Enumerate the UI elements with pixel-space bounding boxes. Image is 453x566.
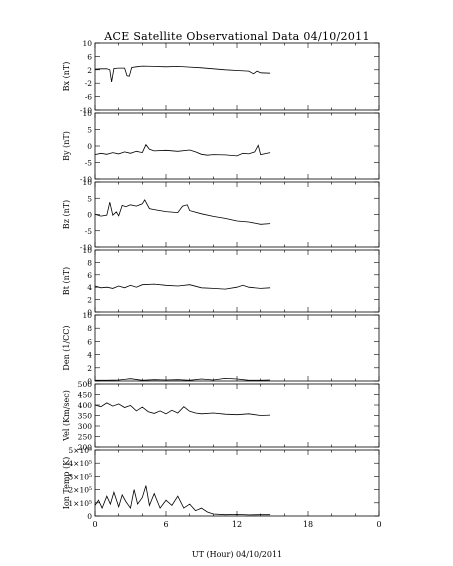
x-tick-label: 12: [232, 520, 242, 529]
y-tick-label: 5: [87, 194, 92, 203]
panel-frame-vel-km-sec: [94, 383, 380, 448]
series-line-bz-nt: [94, 199, 271, 225]
y-tick-label: 10: [82, 246, 92, 255]
series-line-ion-temp-k: [94, 485, 271, 516]
y-tick-label: 400: [78, 401, 93, 410]
y-tick-label: 0: [87, 308, 92, 317]
y-axis-label: Bz (nT): [62, 200, 71, 229]
y-tick-label: 2: [87, 66, 92, 75]
y-tick-label: 4: [87, 283, 92, 292]
y-tick-label: 200: [78, 443, 93, 452]
y-tick-label: 2×10⁵: [68, 486, 92, 495]
y-tick-label: 4: [87, 351, 92, 360]
y-tick-label: 8: [87, 324, 92, 333]
series-line-den-1-cc: [95, 377, 271, 381]
x-tick-label: 18: [303, 520, 313, 529]
x-axis-label: UT (Hour) 04/10/2011: [191, 550, 283, 559]
y-tick-label: 2: [87, 364, 92, 373]
page-title: ACE Satellite Observational Data 04/10/2…: [104, 30, 370, 43]
x-tick-label: 6: [163, 520, 168, 529]
y-tick-label: -10: [80, 175, 92, 184]
y-tick-label: 5: [87, 126, 92, 135]
y-tick-label: 8: [87, 258, 92, 267]
y-tick-label: -10: [80, 243, 92, 252]
y-tick-label: 10: [82, 39, 92, 48]
y-axis-label: Vel (Km/sec): [62, 390, 71, 442]
panel-den-1-cc: 10 8 6 4 2 0 Den (1/CC): [62, 311, 380, 386]
y-tick-label: 3×10⁵: [68, 472, 92, 481]
panel-frame-bt-nt: [94, 249, 380, 313]
y-tick-label: 300: [78, 422, 93, 431]
series-line-bt-nt: [94, 283, 271, 290]
panel-bt-nt: 10 8 6 4 2 0 Bt (nT): [62, 246, 380, 317]
y-tick-label: 500: [78, 380, 93, 389]
y-tick-label: -10: [80, 106, 92, 115]
x-tick-label: 0: [376, 520, 381, 529]
y-tick-label: 450: [78, 391, 93, 400]
panel-by-nt: 10 5 0 -5 -10 By (nT): [62, 109, 380, 184]
y-tick-label: -2: [85, 79, 93, 88]
y-tick-label: 6: [87, 52, 92, 61]
y-axis-label: Bt (nT): [62, 267, 71, 295]
y-tick-label: 0: [87, 512, 92, 521]
panel-frame-bz-nt: [94, 181, 380, 248]
y-axis-label: Den (1/CC): [62, 325, 71, 370]
y-tick-label: 0: [87, 377, 92, 386]
series-line-bx-nt: [94, 65, 271, 82]
y-tick-label: 250: [78, 433, 93, 442]
y-axis-label: Bx (nT): [62, 62, 71, 92]
panel-frame-bx-nt: [94, 42, 380, 111]
y-axis-label: Ion Temp (K): [62, 457, 71, 510]
y-tick-label: -6: [85, 93, 93, 102]
y-tick-label: 4×10⁵: [68, 459, 92, 468]
y-tick-label: -5: [85, 227, 93, 236]
panel-bx-nt: 10 6 2 -2 -6 -10 Bx (nT): [62, 39, 380, 115]
y-tick-label: 350: [78, 412, 93, 421]
panel-frame-den-1-cc: [94, 314, 380, 382]
x-tick-label: 0: [92, 520, 97, 529]
y-tick-label: 6: [87, 271, 92, 280]
y-tick-label: 5×10⁵: [68, 446, 92, 455]
series-line-vel-km-sec: [94, 402, 271, 416]
y-tick-label: 10: [82, 178, 92, 187]
panel-frame-by-nt: [94, 112, 380, 180]
y-axis-label: By (nT): [62, 131, 71, 161]
y-tick-label: -5: [85, 159, 93, 168]
series-line-by-nt: [94, 143, 271, 157]
y-tick-label: 0: [87, 142, 92, 151]
y-tick-label: 10: [82, 109, 92, 118]
panel-frame-ion-temp-k: [94, 449, 380, 517]
panel-bz-nt: 10 5 0 -5 -10 Bz (nT): [62, 178, 380, 252]
y-tick-label: 6: [87, 337, 92, 346]
y-tick-label: 1×10⁵: [68, 499, 92, 508]
y-tick-label: 0: [87, 211, 92, 220]
y-tick-label: 2: [87, 296, 92, 305]
panel-ion-temp-k: 5×10⁵ 4×10⁵ 3×10⁵ 2×10⁵ 1×10⁵ 0 Ion Temp (K): [62, 446, 380, 521]
y-tick-label: 10: [82, 311, 92, 320]
